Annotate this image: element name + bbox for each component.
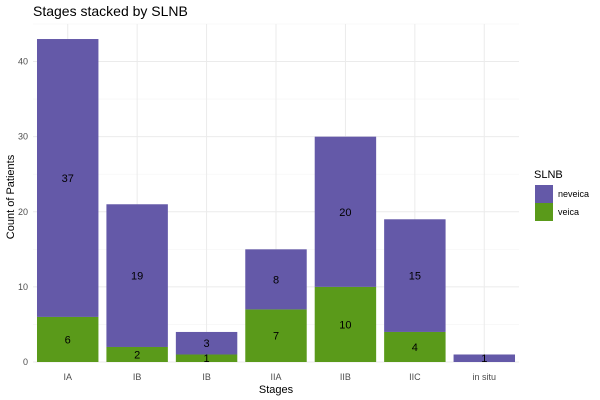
data-label-veica: 2 <box>134 349 140 361</box>
bar-neveica <box>106 204 168 347</box>
data-label-veica: 10 <box>339 319 351 331</box>
bar-neveica <box>453 354 516 362</box>
x-tick-label: IIB <box>340 372 351 382</box>
x-axis-title: Stages <box>259 384 294 396</box>
data-label-neveica: 1 <box>481 353 487 365</box>
bar-neveica <box>245 249 307 310</box>
bar-neveica <box>175 331 238 355</box>
bar-neveica <box>314 136 377 287</box>
bar-veica <box>175 354 238 362</box>
data-label-neveica: 8 <box>273 274 279 286</box>
data-label-neveica: 19 <box>131 271 143 283</box>
data-label-neveica: 3 <box>204 338 210 350</box>
y-tick-label: 40 <box>18 57 28 67</box>
bar-veica <box>314 286 377 362</box>
legend: SLNB neveica veica <box>534 169 589 221</box>
legend-swatch-neveica <box>535 185 553 203</box>
bar-neveica <box>36 39 99 317</box>
data-label-neveica: 37 <box>62 173 74 185</box>
y-axis-title: Count of Patients <box>5 154 17 239</box>
x-tick-label: IB <box>202 372 211 382</box>
x-tick-label: in situ <box>473 372 497 382</box>
data-label-veica: 1 <box>204 353 210 365</box>
x-tick-label: IIC <box>409 372 421 382</box>
y-tick-label: 30 <box>18 132 28 142</box>
bar-neveica <box>384 219 446 332</box>
bars <box>36 39 516 362</box>
data-label-neveica: 15 <box>409 271 421 283</box>
bar-veica <box>36 316 99 362</box>
legend-label-neveica: neveica <box>558 189 589 199</box>
data-label-neveica: 20 <box>339 207 351 219</box>
x-tick-label: IB <box>133 372 142 382</box>
y-axis-ticks: 0 10 20 30 40 <box>18 57 28 367</box>
y-tick-label: 0 <box>23 357 28 367</box>
x-tick-label: IA <box>63 372 72 382</box>
bar-veica <box>245 309 307 362</box>
data-label-veica: 4 <box>412 342 418 354</box>
legend-swatch-veica <box>535 203 553 221</box>
x-axis-ticks: IA IB IB IIA IIB IIC in situ <box>63 372 496 382</box>
legend-label-veica: veica <box>558 207 579 217</box>
bar-veica <box>106 346 168 362</box>
data-label-veica: 7 <box>273 331 279 343</box>
y-tick-label: 20 <box>18 207 28 217</box>
chart-title: Stages stacked by SLNB <box>33 3 188 19</box>
x-tick-label: IIA <box>270 372 281 382</box>
legend-title: SLNB <box>534 169 563 181</box>
data-label-veica: 6 <box>65 334 71 346</box>
bar-veica <box>384 331 446 362</box>
y-tick-label: 10 <box>18 282 28 292</box>
